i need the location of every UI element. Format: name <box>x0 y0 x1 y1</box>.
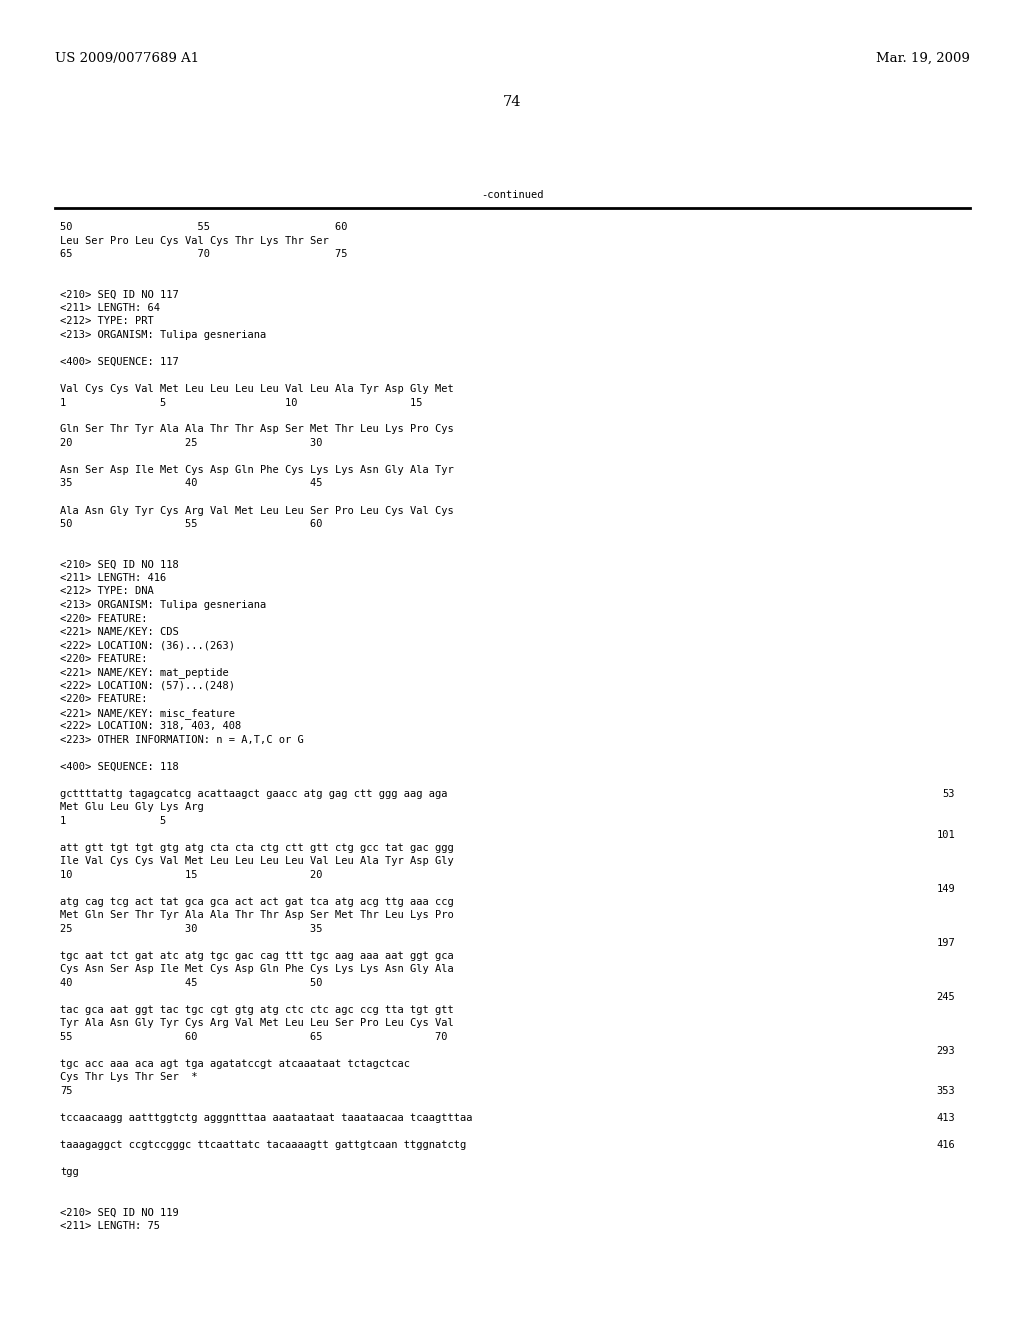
Text: <210> SEQ ID NO 117: <210> SEQ ID NO 117 <box>60 289 179 300</box>
Text: <220> FEATURE:: <220> FEATURE: <box>60 614 147 623</box>
Text: 74: 74 <box>503 95 521 110</box>
Text: 353: 353 <box>936 1086 955 1096</box>
Text: tgg: tgg <box>60 1167 79 1177</box>
Text: 293: 293 <box>936 1045 955 1056</box>
Text: <400> SEQUENCE: 117: <400> SEQUENCE: 117 <box>60 356 179 367</box>
Text: Ile Val Cys Cys Val Met Leu Leu Leu Leu Val Leu Ala Tyr Asp Gly: Ile Val Cys Cys Val Met Leu Leu Leu Leu … <box>60 857 454 866</box>
Text: -continued: -continued <box>480 190 544 201</box>
Text: Cys Asn Ser Asp Ile Met Cys Asp Gln Phe Cys Lys Lys Asn Gly Ala: Cys Asn Ser Asp Ile Met Cys Asp Gln Phe … <box>60 965 454 974</box>
Text: Ala Asn Gly Tyr Cys Arg Val Met Leu Leu Ser Pro Leu Cys Val Cys: Ala Asn Gly Tyr Cys Arg Val Met Leu Leu … <box>60 506 454 516</box>
Text: 10                  15                  20: 10 15 20 <box>60 870 323 880</box>
Text: <222> LOCATION: 318, 403, 408: <222> LOCATION: 318, 403, 408 <box>60 722 242 731</box>
Text: 55                  60                  65                  70: 55 60 65 70 <box>60 1032 447 1041</box>
Text: Met Glu Leu Gly Lys Arg: Met Glu Leu Gly Lys Arg <box>60 803 204 813</box>
Text: US 2009/0077689 A1: US 2009/0077689 A1 <box>55 51 199 65</box>
Text: atg cag tcg act tat gca gca act act gat tca atg acg ttg aaa ccg: atg cag tcg act tat gca gca act act gat … <box>60 898 454 907</box>
Text: 245: 245 <box>936 991 955 1002</box>
Text: <400> SEQUENCE: 118: <400> SEQUENCE: 118 <box>60 762 179 772</box>
Text: <213> ORGANISM: Tulipa gesneriana: <213> ORGANISM: Tulipa gesneriana <box>60 330 266 341</box>
Text: <220> FEATURE:: <220> FEATURE: <box>60 653 147 664</box>
Text: Gln Ser Thr Tyr Ala Ala Thr Thr Asp Ser Met Thr Leu Lys Pro Cys: Gln Ser Thr Tyr Ala Ala Thr Thr Asp Ser … <box>60 425 454 434</box>
Text: 65                    70                    75: 65 70 75 <box>60 249 347 259</box>
Text: 75: 75 <box>60 1086 73 1096</box>
Text: 413: 413 <box>936 1113 955 1123</box>
Text: 197: 197 <box>936 937 955 948</box>
Text: 53: 53 <box>942 789 955 799</box>
Text: <213> ORGANISM: Tulipa gesneriana: <213> ORGANISM: Tulipa gesneriana <box>60 601 266 610</box>
Text: Leu Ser Pro Leu Cys Val Cys Thr Lys Thr Ser: Leu Ser Pro Leu Cys Val Cys Thr Lys Thr … <box>60 235 329 246</box>
Text: Met Gln Ser Thr Tyr Ala Ala Thr Thr Asp Ser Met Thr Leu Lys Pro: Met Gln Ser Thr Tyr Ala Ala Thr Thr Asp … <box>60 911 454 920</box>
Text: tgc aat tct gat atc atg tgc gac cag ttt tgc aag aaa aat ggt gca: tgc aat tct gat atc atg tgc gac cag ttt … <box>60 950 454 961</box>
Text: att gtt tgt tgt gtg atg cta cta ctg ctt gtt ctg gcc tat gac ggg: att gtt tgt tgt gtg atg cta cta ctg ctt … <box>60 843 454 853</box>
Text: 50                    55                    60: 50 55 60 <box>60 222 347 232</box>
Text: tac gca aat ggt tac tgc cgt gtg atg ctc ctc agc ccg tta tgt gtt: tac gca aat ggt tac tgc cgt gtg atg ctc … <box>60 1005 454 1015</box>
Text: 35                  40                  45: 35 40 45 <box>60 479 323 488</box>
Text: 20                  25                  30: 20 25 30 <box>60 438 323 447</box>
Text: Cys Thr Lys Thr Ser  *: Cys Thr Lys Thr Ser * <box>60 1072 198 1082</box>
Text: tccaacaagg aatttggtctg agggntttaa aaataataat taaataacaa tcaagtttaa: tccaacaagg aatttggtctg agggntttaa aaataa… <box>60 1113 472 1123</box>
Text: <211> LENGTH: 64: <211> LENGTH: 64 <box>60 304 160 313</box>
Text: <221> NAME/KEY: CDS: <221> NAME/KEY: CDS <box>60 627 179 638</box>
Text: taaagaggct ccgtccgggc ttcaattatc tacaaaagtt gattgtcaan ttggnatctg: taaagaggct ccgtccgggc ttcaattatc tacaaaa… <box>60 1140 466 1150</box>
Text: tgc acc aaa aca agt tga agatatccgt atcaaataat tctagctcac: tgc acc aaa aca agt tga agatatccgt atcaa… <box>60 1059 410 1069</box>
Text: Asn Ser Asp Ile Met Cys Asp Gln Phe Cys Lys Lys Asn Gly Ala Tyr: Asn Ser Asp Ile Met Cys Asp Gln Phe Cys … <box>60 465 454 475</box>
Text: <212> TYPE: DNA: <212> TYPE: DNA <box>60 586 154 597</box>
Text: 1               5: 1 5 <box>60 816 166 826</box>
Text: <211> LENGTH: 75: <211> LENGTH: 75 <box>60 1221 160 1232</box>
Text: 101: 101 <box>936 829 955 840</box>
Text: Mar. 19, 2009: Mar. 19, 2009 <box>877 51 970 65</box>
Text: 25                  30                  35: 25 30 35 <box>60 924 323 935</box>
Text: Val Cys Cys Val Met Leu Leu Leu Leu Val Leu Ala Tyr Asp Gly Met: Val Cys Cys Val Met Leu Leu Leu Leu Val … <box>60 384 454 393</box>
Text: gcttttattg tagagcatcg acattaagct gaacc atg gag ctt ggg aag aga: gcttttattg tagagcatcg acattaagct gaacc a… <box>60 789 447 799</box>
Text: <210> SEQ ID NO 119: <210> SEQ ID NO 119 <box>60 1208 179 1217</box>
Text: 416: 416 <box>936 1140 955 1150</box>
Text: 1               5                   10                  15: 1 5 10 15 <box>60 397 423 408</box>
Text: <211> LENGTH: 416: <211> LENGTH: 416 <box>60 573 166 583</box>
Text: <222> LOCATION: (36)...(263): <222> LOCATION: (36)...(263) <box>60 640 234 651</box>
Text: 149: 149 <box>936 883 955 894</box>
Text: <212> TYPE: PRT: <212> TYPE: PRT <box>60 317 154 326</box>
Text: 50                  55                  60: 50 55 60 <box>60 519 323 529</box>
Text: <221> NAME/KEY: misc_feature: <221> NAME/KEY: misc_feature <box>60 708 234 719</box>
Text: <221> NAME/KEY: mat_peptide: <221> NAME/KEY: mat_peptide <box>60 668 228 678</box>
Text: <222> LOCATION: (57)...(248): <222> LOCATION: (57)...(248) <box>60 681 234 690</box>
Text: 40                  45                  50: 40 45 50 <box>60 978 323 987</box>
Text: <210> SEQ ID NO 118: <210> SEQ ID NO 118 <box>60 560 179 569</box>
Text: Tyr Ala Asn Gly Tyr Cys Arg Val Met Leu Leu Ser Pro Leu Cys Val: Tyr Ala Asn Gly Tyr Cys Arg Val Met Leu … <box>60 1019 454 1028</box>
Text: <223> OTHER INFORMATION: n = A,T,C or G: <223> OTHER INFORMATION: n = A,T,C or G <box>60 735 304 744</box>
Text: <220> FEATURE:: <220> FEATURE: <box>60 694 147 705</box>
